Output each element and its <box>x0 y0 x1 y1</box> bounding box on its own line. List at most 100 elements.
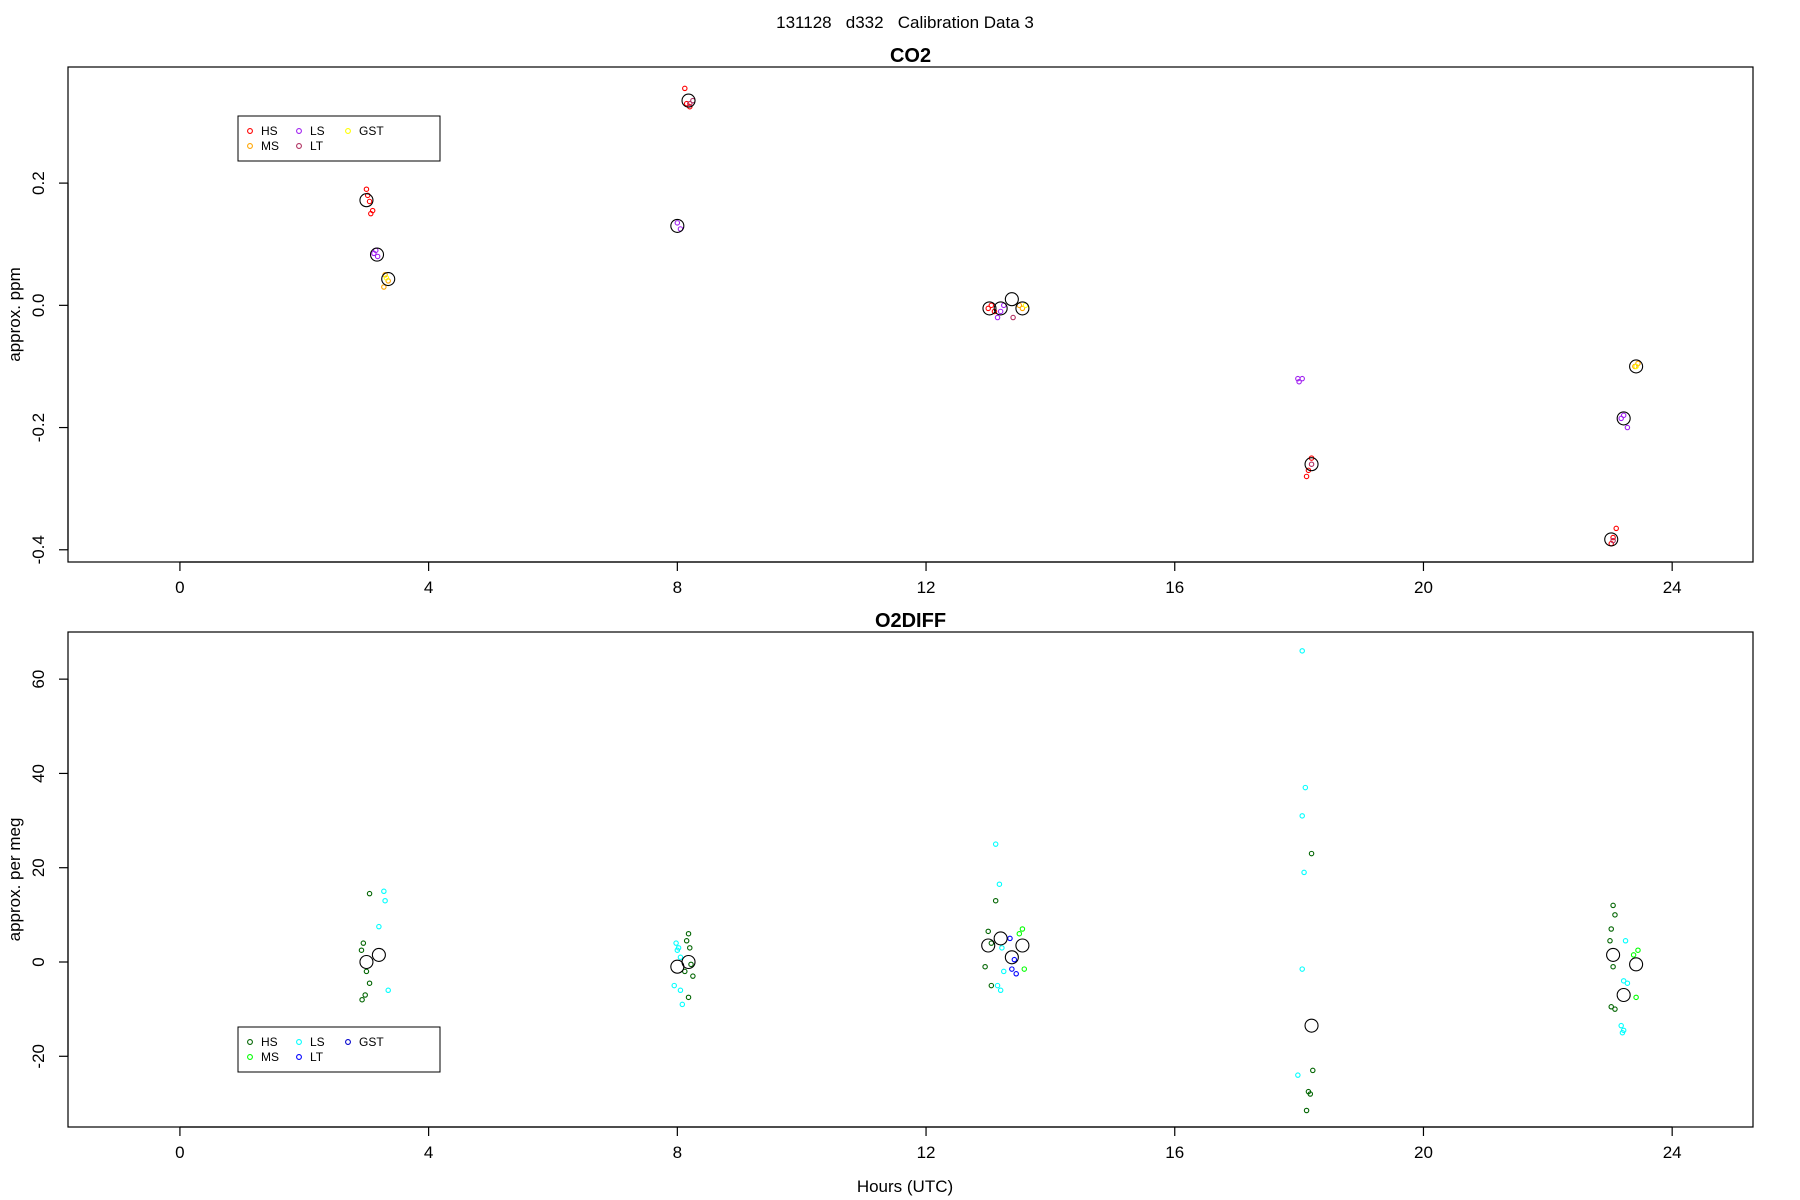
o2diff-legend-marker-ls <box>296 1039 302 1045</box>
o2diff-x-axis: 0 4 8 12 16 20 24 <box>175 1126 1682 1162</box>
o2diff-point-ls <box>996 881 1003 887</box>
co2-point-gst <box>383 275 390 281</box>
o2diff-point-ms <box>1021 966 1028 972</box>
o2diff-point-ls <box>677 987 684 994</box>
co2-means <box>359 93 1644 547</box>
o2diff-point-ls <box>1301 869 1307 876</box>
o2diff-point-lt <box>1013 971 1019 977</box>
co2-series-lt <box>687 97 1616 544</box>
co2-legend-box <box>237 115 441 162</box>
o2diff-point-ms <box>1635 947 1641 953</box>
o2diff-legend-marker-hs <box>247 1039 253 1045</box>
o2diff-mean-marker <box>981 938 996 953</box>
o2diff-point-lt <box>1011 956 1018 963</box>
o2diff-x-tick-label: 4 <box>424 1143 433 1162</box>
co2-chart-title: CO2 <box>890 45 931 67</box>
co2-point-ls <box>1618 415 1624 422</box>
o2diff-point-ls <box>1299 813 1305 819</box>
co2-x-tick-label: 20 <box>1414 578 1433 597</box>
co2-mean-marker <box>670 218 685 233</box>
o2diff-legend-label-lt: LT <box>310 1050 324 1064</box>
co2-x-axis: 0 4 8 12 16 20 24 <box>175 561 1682 597</box>
o2diff-mean-marker <box>359 954 374 970</box>
o2diff-series-ls <box>376 648 1631 1078</box>
co2-point-lt <box>1308 461 1315 467</box>
o2diff-point-hs <box>1612 1006 1618 1012</box>
o2diff-chart-title: O2DIFF <box>875 610 946 632</box>
o2diff-point-hs <box>358 947 365 953</box>
o2diff-point-hs <box>685 930 692 937</box>
co2-x-tick-label: 4 <box>424 578 433 597</box>
co2-legend-marker-ms <box>247 143 253 149</box>
co2-point-hs <box>1610 534 1616 541</box>
o2diff-point-hs <box>366 890 373 897</box>
co2-point-hs <box>1613 525 1619 532</box>
o2diff-point-hs <box>988 982 995 989</box>
o2diff-y-tick-label: 20 <box>29 858 48 877</box>
x-axis-label: Hours (UTC) <box>857 1177 953 1196</box>
o2diff-legend-label-ls: LS <box>310 1035 325 1049</box>
co2-point-ls <box>994 314 1001 321</box>
co2-point-ls <box>997 308 1004 315</box>
o2diff-point-ls <box>994 982 1001 989</box>
co2-point-hs <box>988 302 995 309</box>
o2diff-y-axis-label: approx. per meg <box>5 818 24 942</box>
co2-x-tick-label: 24 <box>1663 578 1682 597</box>
co2-mean-marker <box>1629 359 1644 374</box>
o2diff-point-hs <box>682 968 688 975</box>
o2diff-point-ls <box>1295 1072 1301 1078</box>
o2diff-x-tick-label: 16 <box>1165 1143 1184 1162</box>
co2-mean-marker <box>1004 292 1019 307</box>
o2diff-point-ls <box>1302 784 1309 791</box>
o2diff-point-ls <box>677 954 684 961</box>
o2diff-mean-marker <box>1015 938 1030 953</box>
o2diff-point-ls <box>1299 966 1305 972</box>
o2diff-point-hs <box>1612 912 1618 918</box>
co2-point-ls <box>674 220 681 226</box>
o2diff-point-hs <box>1610 902 1616 909</box>
co2-legend-label-ls: LS <box>310 124 325 138</box>
o2diff-series-hs <box>358 850 1618 1114</box>
o2diff-point-ls <box>1624 980 1631 986</box>
co2-panel: CO2 approx. ppm 0 4 8 12 16 20 24 -0.4 -0.2 0.0 0.2 H… <box>5 45 1754 597</box>
co2-mean-marker <box>1304 457 1319 472</box>
co2-x-tick-label: 8 <box>673 578 682 597</box>
co2-point-hs <box>985 305 991 312</box>
o2diff-legend-marker-ms <box>247 1054 253 1060</box>
co2-point-ms <box>381 284 387 290</box>
co2-y-axis: -0.4 -0.2 0.0 0.2 <box>29 171 69 564</box>
o2diff-legend-label-hs: HS <box>261 1035 278 1049</box>
o2diff-point-ms <box>1633 994 1639 1001</box>
o2diff-point-ls <box>679 1001 686 1008</box>
co2-point-hs <box>683 100 690 107</box>
figure-suptitle: 131128 d332 Calibration Data 3 <box>776 13 1034 32</box>
o2diff-point-ls <box>376 923 382 930</box>
o2diff-y-axis: -20 0 20 40 60 <box>29 670 69 1069</box>
co2-legend-label-hs: HS <box>261 124 278 138</box>
o2diff-point-ms <box>1630 952 1637 958</box>
co2-legend-marker-lt <box>296 143 302 149</box>
co2-legend-marker-hs <box>247 128 253 134</box>
co2-legend-label-lt: LT <box>310 139 324 153</box>
o2diff-mean-marker <box>681 954 696 970</box>
o2diff-point-hs <box>362 992 368 998</box>
o2diff-point-lt <box>1009 966 1015 972</box>
co2-point-ls <box>371 250 377 257</box>
o2diff-x-tick-label: 8 <box>673 1143 682 1162</box>
o2diff-legend-marker-gst <box>345 1039 351 1045</box>
co2-mean-marker <box>1604 532 1619 547</box>
o2diff-y-tick-label: 40 <box>29 764 48 783</box>
co2-mean-marker <box>359 193 374 208</box>
o2diff-point-hs <box>690 973 696 979</box>
o2diff-point-ls <box>1001 968 1007 975</box>
o2diff-point-hs <box>988 940 995 946</box>
o2diff-point-ls <box>997 987 1004 994</box>
o2diff-mean-marker <box>993 931 1008 946</box>
o2diff-x-tick-label: 24 <box>1663 1143 1682 1162</box>
co2-point-ls <box>1299 375 1305 382</box>
o2diff-legend-marker-lt <box>296 1054 302 1060</box>
co2-point-lt <box>1610 537 1616 544</box>
o2diff-point-hs <box>366 980 373 986</box>
o2diff-point-hs <box>1610 963 1616 970</box>
